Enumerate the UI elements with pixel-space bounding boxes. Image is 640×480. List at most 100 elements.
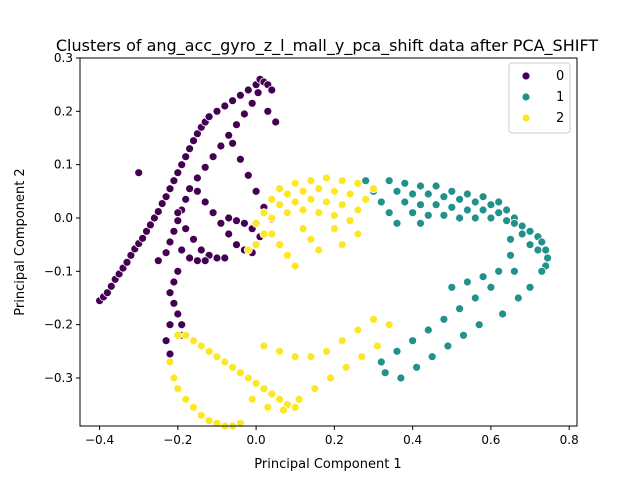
- data-point-cluster-1: [412, 362, 422, 372]
- data-point-cluster-0: [173, 168, 183, 178]
- data-point-cluster-1: [478, 272, 488, 282]
- data-point-cluster-2: [181, 330, 191, 340]
- data-point-cluster-0: [228, 96, 238, 106]
- data-point-cluster-0: [232, 216, 241, 226]
- data-point-cluster-2: [353, 325, 363, 335]
- chart-title: Clusters of ang_acc_gyro_z_l_mall_y_pca_…: [56, 36, 599, 56]
- data-point-cluster-1: [537, 266, 547, 276]
- data-point-cluster-1: [494, 208, 504, 218]
- data-point-cluster-0: [212, 106, 222, 116]
- data-point-cluster-1: [510, 266, 519, 276]
- data-point-cluster-0: [177, 320, 187, 330]
- data-point-cluster-1: [510, 218, 519, 228]
- data-point-cluster-2: [372, 341, 382, 351]
- data-point-cluster-0: [153, 207, 163, 217]
- data-point-cluster-2: [259, 208, 269, 218]
- data-point-cluster-0: [224, 229, 234, 239]
- data-point-cluster-2: [314, 245, 324, 255]
- data-point-cluster-2: [181, 394, 191, 404]
- data-point-cluster-2: [259, 341, 269, 351]
- y-tick-label: −0.3: [44, 371, 73, 385]
- data-point-cluster-0: [149, 213, 159, 223]
- data-point-cluster-2: [337, 336, 347, 346]
- data-point-cluster-1: [423, 189, 433, 199]
- data-point-cluster-2: [329, 186, 339, 196]
- data-point-cluster-0: [243, 85, 253, 95]
- data-point-cluster-0: [271, 117, 281, 127]
- data-point-cluster-2: [228, 362, 238, 372]
- data-point-cluster-1: [447, 186, 457, 196]
- x-tick-label: 0.8: [560, 433, 579, 447]
- y-tick-label: 0.3: [54, 51, 73, 65]
- data-point-cluster-2: [282, 189, 292, 199]
- data-point-cluster-0: [200, 256, 210, 266]
- data-point-cluster-2: [279, 405, 288, 415]
- data-point-cluster-0: [253, 88, 263, 98]
- data-point-cluster-0: [247, 98, 257, 108]
- data-point-cluster-1: [517, 221, 527, 231]
- data-point-cluster-0: [126, 250, 136, 260]
- data-point-cluster-2: [259, 384, 269, 394]
- legend-label-2: 2: [556, 111, 564, 126]
- data-point-cluster-2: [189, 336, 198, 346]
- data-point-cluster-2: [310, 384, 320, 394]
- data-point-cluster-0: [220, 101, 230, 111]
- data-point-cluster-1: [462, 189, 472, 199]
- data-point-cluster-2: [169, 373, 179, 383]
- data-point-cluster-2: [275, 200, 285, 210]
- data-point-cluster-0: [181, 194, 191, 204]
- data-point-cluster-0: [239, 109, 249, 119]
- data-point-cluster-2: [290, 402, 300, 412]
- y-tick-label: 0.2: [54, 104, 73, 118]
- data-point-cluster-0: [216, 218, 226, 228]
- x-axis-label: Principal Component 1: [254, 457, 401, 472]
- data-point-cluster-0: [134, 168, 144, 178]
- data-point-cluster-1: [400, 197, 410, 207]
- data-point-cluster-0: [165, 349, 175, 359]
- data-point-cluster-2: [263, 402, 273, 412]
- data-point-cluster-2: [259, 229, 269, 239]
- y-tick-label: 0.0: [54, 211, 73, 225]
- data-point-cluster-0: [224, 130, 234, 140]
- data-point-cluster-0: [251, 186, 261, 196]
- data-point-cluster-0: [185, 253, 195, 263]
- data-point-cluster-2: [173, 384, 183, 394]
- data-point-cluster-2: [298, 186, 308, 196]
- data-point-cluster-2: [275, 184, 285, 194]
- data-point-cluster-2: [306, 234, 316, 244]
- data-point-cluster-1: [486, 200, 496, 210]
- data-point-cluster-2: [322, 173, 331, 183]
- data-point-cluster-2: [267, 213, 277, 223]
- data-point-cluster-0: [185, 184, 195, 194]
- data-point-cluster-0: [165, 237, 175, 247]
- data-point-cluster-1: [525, 226, 535, 236]
- x-tick-label: 0.6: [481, 433, 500, 447]
- data-point-cluster-1: [408, 189, 418, 199]
- data-point-cluster-1: [478, 205, 488, 215]
- data-point-cluster-0: [169, 298, 179, 308]
- data-point-cluster-2: [341, 362, 351, 372]
- data-point-cluster-0: [235, 90, 245, 100]
- data-point-cluster-0: [185, 144, 195, 154]
- data-point-cluster-1: [431, 181, 441, 191]
- data-point-cluster-1: [416, 181, 425, 191]
- data-point-cluster-1: [462, 205, 472, 215]
- data-point-cluster-0: [189, 234, 198, 244]
- points-layer: [95, 74, 552, 431]
- data-point-cluster-2: [290, 197, 300, 207]
- data-point-cluster-0: [232, 120, 241, 130]
- data-point-cluster-2: [361, 194, 371, 204]
- data-point-cluster-1: [502, 205, 512, 215]
- data-point-cluster-1: [455, 213, 465, 223]
- data-point-cluster-1: [459, 330, 468, 340]
- y-tick-label: −0.1: [44, 264, 73, 278]
- data-point-cluster-1: [380, 368, 390, 378]
- legend-label-0: 0: [556, 69, 564, 84]
- data-point-cluster-2: [212, 352, 222, 362]
- data-point-cluster-1: [431, 200, 441, 210]
- data-point-cluster-2: [353, 229, 363, 239]
- data-point-cluster-1: [494, 197, 504, 207]
- data-point-cluster-2: [196, 341, 206, 351]
- data-point-cluster-1: [396, 373, 406, 383]
- data-point-cluster-2: [306, 352, 316, 362]
